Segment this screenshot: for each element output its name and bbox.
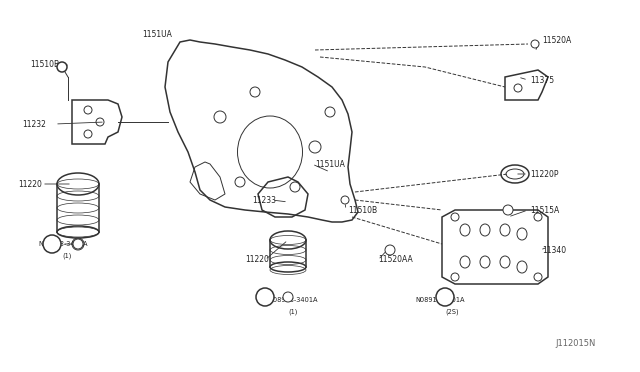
Circle shape xyxy=(341,196,349,204)
Text: (1): (1) xyxy=(62,253,72,259)
Text: N: N xyxy=(442,294,448,300)
Text: N08918-3401A: N08918-3401A xyxy=(38,241,88,247)
Circle shape xyxy=(73,239,83,249)
Circle shape xyxy=(256,288,274,306)
Text: 11220: 11220 xyxy=(245,256,269,264)
Circle shape xyxy=(503,205,513,215)
Text: 11520AA: 11520AA xyxy=(378,256,413,264)
Text: 11232: 11232 xyxy=(22,119,46,128)
Circle shape xyxy=(43,235,61,253)
Circle shape xyxy=(385,245,395,255)
Text: 11515A: 11515A xyxy=(530,205,559,215)
Text: N08918-3401A: N08918-3401A xyxy=(268,297,317,303)
Text: N: N xyxy=(262,294,268,300)
Text: 11220: 11220 xyxy=(18,180,42,189)
Text: N: N xyxy=(49,241,55,247)
Text: 11510B: 11510B xyxy=(348,205,377,215)
Text: 1151UA: 1151UA xyxy=(142,29,172,38)
Text: 1151UA: 1151UA xyxy=(315,160,345,169)
Text: (2S): (2S) xyxy=(445,309,459,315)
Text: 11233: 11233 xyxy=(252,196,276,205)
Circle shape xyxy=(57,62,67,72)
Circle shape xyxy=(436,288,454,306)
Text: 11375: 11375 xyxy=(530,76,554,84)
Text: 11510B: 11510B xyxy=(30,60,59,68)
Text: (1): (1) xyxy=(288,309,298,315)
Circle shape xyxy=(531,40,539,48)
Text: 11220P: 11220P xyxy=(530,170,559,179)
Circle shape xyxy=(283,292,293,302)
Text: J112015N: J112015N xyxy=(555,340,595,349)
Text: N08918-3401A: N08918-3401A xyxy=(415,297,465,303)
Text: 11520A: 11520A xyxy=(542,35,572,45)
Text: 11340: 11340 xyxy=(542,246,566,254)
